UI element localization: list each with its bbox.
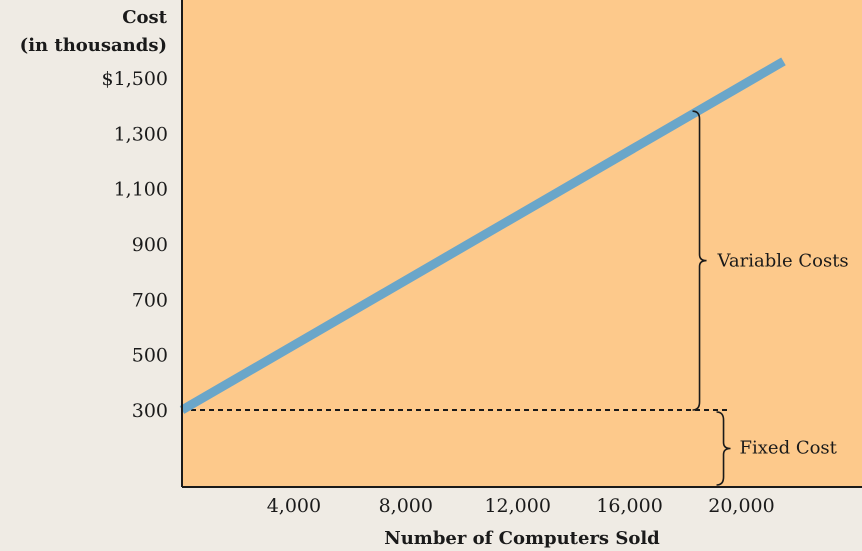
total-cost-series-line [179, 57, 786, 414]
x-tick-label: 4,000 [267, 495, 321, 517]
y-tick-label: 1,100 [114, 179, 168, 201]
variable-costs-brace [692, 110, 707, 411]
x-tick-label: 12,000 [484, 495, 550, 517]
x-tick-label: 16,000 [596, 495, 662, 517]
y-tick-label: 900 [132, 234, 168, 256]
y-axis-title-line-1: Cost [122, 7, 167, 28]
fixed-cost-label: Fixed Cost [740, 438, 838, 459]
x-tick-label: 20,000 [708, 495, 774, 517]
y-axis-title-line-2: (in thousands) [20, 35, 167, 56]
x-tick-label: 8,000 [379, 495, 433, 517]
variable-costs-label: Variable Costs [717, 251, 849, 272]
x-tick-labels: 4,000 8,000 12,000 16,000 20,000 [267, 495, 775, 517]
y-tick-label: 300 [132, 400, 168, 422]
y-tick-label: 700 [132, 289, 168, 311]
y-tick-label: 1,300 [114, 123, 168, 145]
y-tick-label: 500 [132, 345, 168, 367]
y-tick-label: $1,500 [102, 68, 168, 90]
x-axis-title: Number of Computers Sold [384, 528, 660, 549]
y-tick-labels: 300 500 700 900 1,100 1,300 $1,500 [102, 68, 168, 422]
fixed-cost-brace [716, 411, 731, 486]
